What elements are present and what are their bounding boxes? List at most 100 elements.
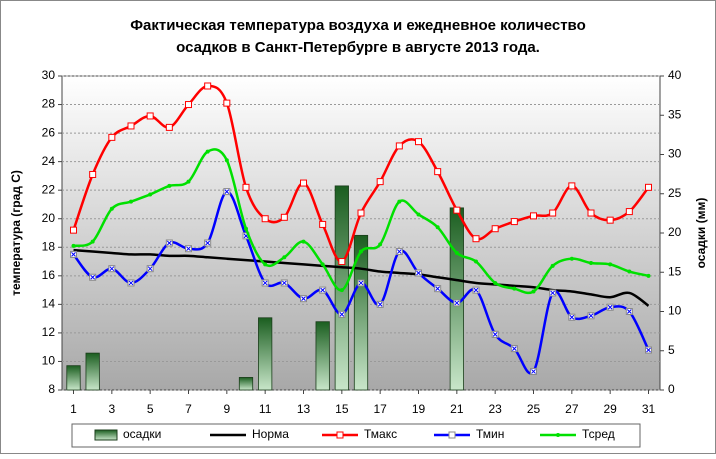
marker <box>263 262 268 267</box>
marker-cross <box>147 266 153 272</box>
bar <box>353 234 369 391</box>
y2-tick-label: 30 <box>668 147 682 161</box>
marker <box>474 259 478 264</box>
marker <box>493 280 498 285</box>
marker-cross <box>531 369 536 374</box>
legend-label: осадки <box>123 427 161 441</box>
marker <box>606 216 614 224</box>
marker <box>415 138 422 146</box>
x-tick-label: 9 <box>223 402 230 416</box>
marker <box>165 123 173 131</box>
marker-cross <box>281 280 287 286</box>
x-tick-label: 19 <box>412 402 426 416</box>
marker <box>127 122 135 130</box>
x-tick-label: 7 <box>185 402 192 416</box>
marker-cross <box>550 290 556 296</box>
marker-cross <box>262 280 268 286</box>
marker-cross <box>473 287 479 293</box>
marker <box>627 269 632 274</box>
marker <box>357 209 365 217</box>
marker <box>280 213 288 221</box>
marker <box>205 149 210 154</box>
marker <box>568 182 576 190</box>
marker <box>491 225 499 233</box>
marker <box>359 249 363 254</box>
legend-marker <box>448 431 456 439</box>
y2-tick-label: 15 <box>668 264 682 278</box>
marker <box>435 225 440 230</box>
x-tick-label: 15 <box>335 402 349 416</box>
chart-title: осадков в Санкт-Петербурге в августе 201… <box>176 39 540 56</box>
y-tick-label: 28 <box>42 97 56 111</box>
marker <box>224 158 229 163</box>
marker <box>376 178 384 186</box>
legend-swatch <box>94 429 118 441</box>
marker-cross <box>626 309 632 314</box>
bar <box>66 365 81 391</box>
marker <box>434 168 442 176</box>
marker-cross <box>454 300 460 306</box>
marker <box>625 208 633 216</box>
y2-tick-label: 25 <box>668 186 682 200</box>
marker <box>397 199 402 204</box>
marker <box>589 260 593 265</box>
marker-cross <box>588 313 594 319</box>
marker <box>319 220 327 228</box>
bar <box>315 321 330 391</box>
y-tick-label: 12 <box>42 325 56 339</box>
y-tick-label: 24 <box>42 154 56 168</box>
marker-cross <box>416 270 421 276</box>
marker <box>261 215 269 223</box>
y2-tick-label: 0 <box>668 382 675 396</box>
x-tick-label: 31 <box>642 402 656 416</box>
marker-cross <box>607 304 613 310</box>
marker-cross <box>569 314 575 320</box>
legend-label: Тмин <box>476 427 504 441</box>
marker-cross <box>128 280 134 286</box>
x-tick-label: 21 <box>450 402 464 416</box>
marker-cross <box>511 346 517 351</box>
marker-cross <box>339 312 345 317</box>
marker <box>282 255 287 260</box>
marker <box>569 256 574 261</box>
marker <box>416 212 421 217</box>
marker <box>223 99 231 107</box>
bar <box>258 317 273 391</box>
marker-cross <box>71 252 76 257</box>
marker-cross <box>377 302 383 307</box>
x-tick-label: 11 <box>259 402 272 416</box>
x-tick-label: 23 <box>488 402 502 416</box>
marker <box>90 239 95 244</box>
marker <box>512 286 517 291</box>
marker <box>301 239 306 244</box>
x-tick-label: 29 <box>603 402 617 416</box>
bar <box>85 352 100 391</box>
marker-cross <box>224 189 230 194</box>
marker <box>530 212 537 220</box>
marker <box>108 133 116 141</box>
marker <box>89 170 97 178</box>
marker <box>338 258 346 266</box>
y2-tick-label: 20 <box>668 225 682 239</box>
marker-cross <box>435 286 441 292</box>
y-tick-label: 26 <box>42 125 56 139</box>
marker-cross <box>396 249 402 254</box>
marker <box>645 183 652 191</box>
marker <box>378 242 383 247</box>
y-tick-label: 16 <box>42 268 56 282</box>
y2-axis-label: осадки (мм) <box>694 198 708 269</box>
legend-marker <box>336 431 344 439</box>
marker <box>129 199 133 204</box>
marker <box>186 179 191 184</box>
marker-cross <box>109 266 115 272</box>
marker-cross <box>320 287 326 293</box>
marker <box>300 179 307 187</box>
marker <box>472 235 480 243</box>
bar <box>238 377 254 391</box>
y-tick-label: 8 <box>48 382 55 396</box>
y-axis-label: температура (град С) <box>9 170 23 296</box>
marker <box>646 273 651 278</box>
marker <box>70 226 77 234</box>
marker <box>531 289 536 294</box>
marker <box>148 192 153 197</box>
